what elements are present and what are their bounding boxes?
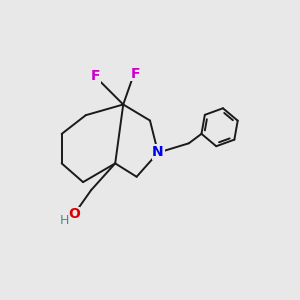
Text: O: O <box>68 207 80 221</box>
Text: F: F <box>90 69 100 83</box>
Text: H: H <box>60 214 70 227</box>
Text: N: N <box>152 145 164 159</box>
Text: F: F <box>130 67 140 81</box>
